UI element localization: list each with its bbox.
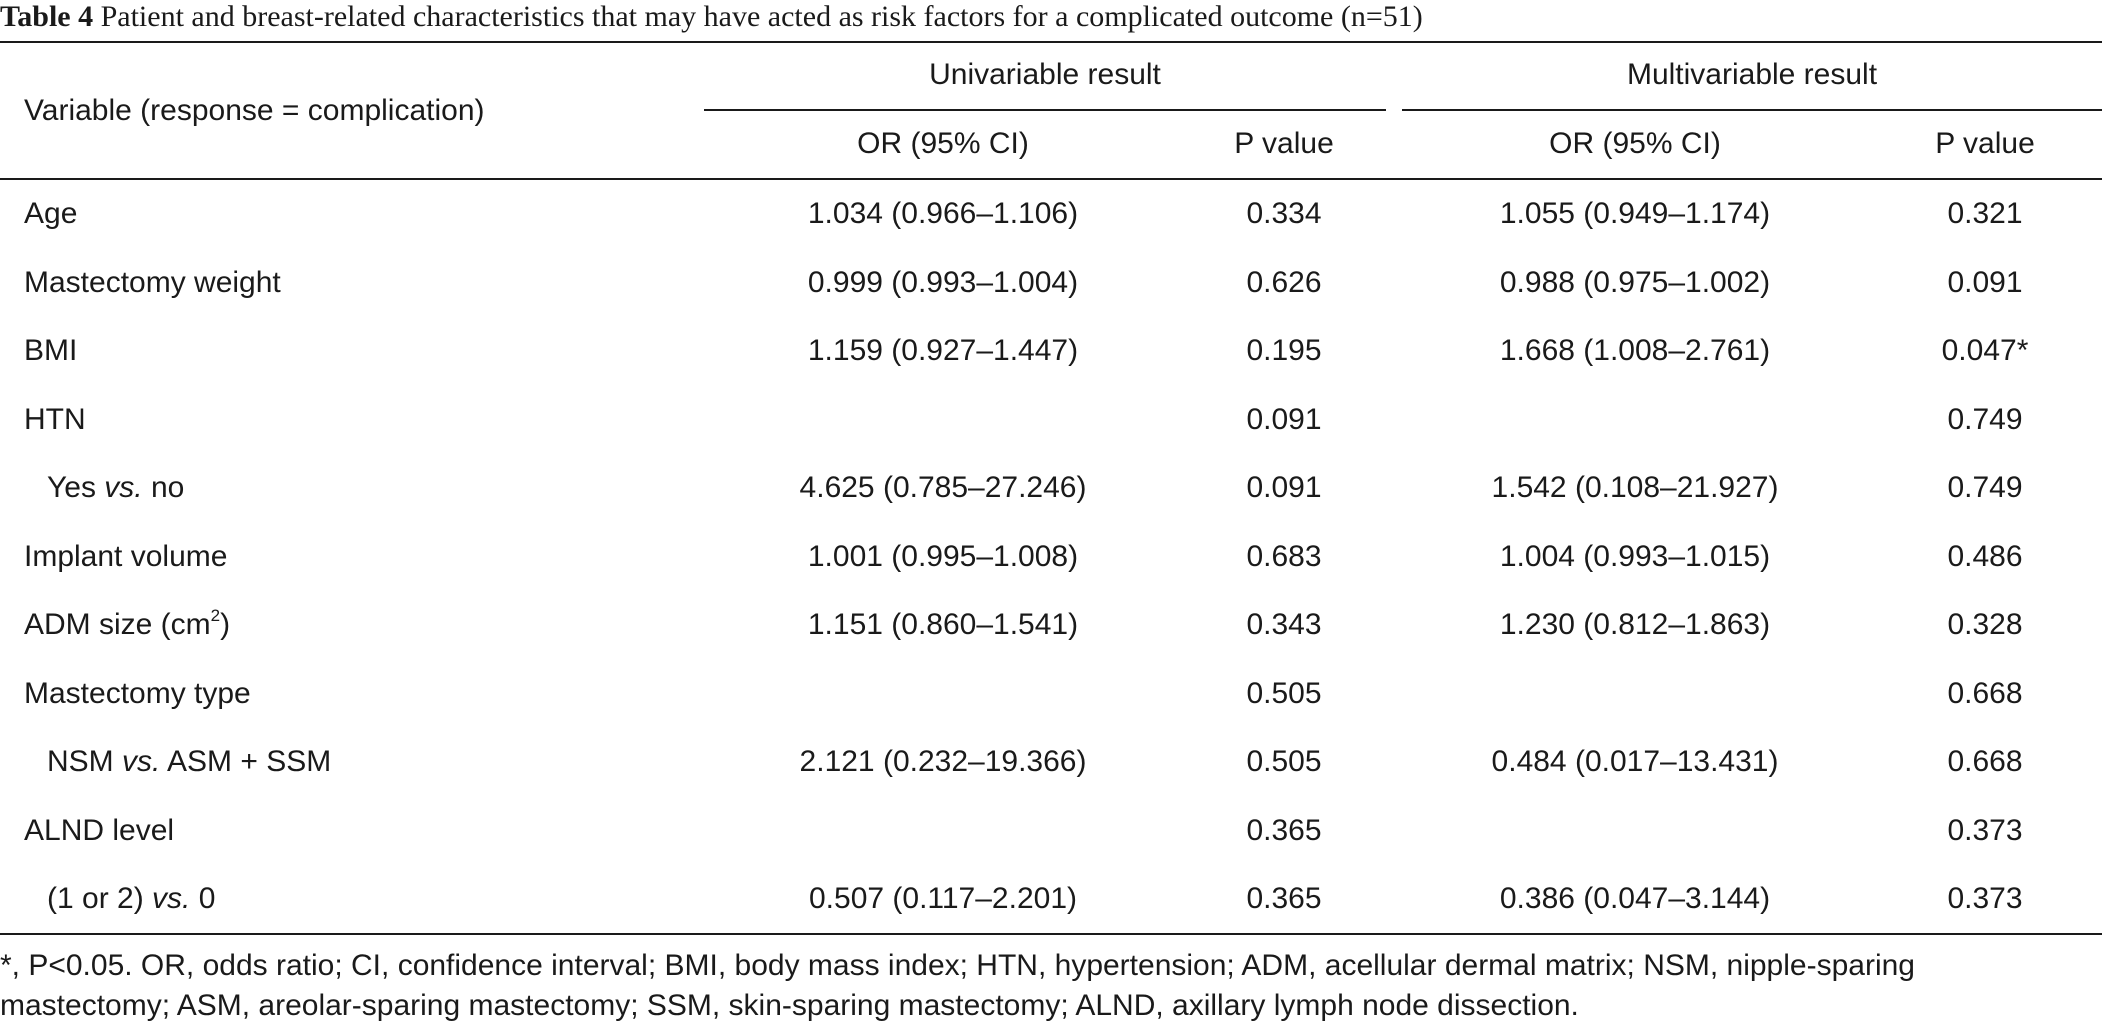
- row-label-text: Mastectomy weight: [24, 266, 281, 299]
- multi-p-cell: 0.668: [1947, 745, 2023, 778]
- row-label: (1 or 2) vs. 0: [24, 881, 215, 917]
- multi-or-cell: 1.542 (0.108–21.927): [1491, 471, 1779, 504]
- row-label-superscript: 2: [210, 606, 221, 625]
- table-caption-text: Patient and breast-related characteristi…: [100, 0, 1423, 33]
- row-label: HTN: [24, 402, 86, 438]
- row-label-text: Yes: [47, 471, 105, 504]
- multi-p-cell: 0.373: [1947, 814, 2023, 847]
- uni-p-cell: 0.626: [1246, 266, 1322, 299]
- uni-p-cell: 0.365: [1246, 814, 1322, 847]
- row-label-text: (1 or 2): [47, 882, 153, 915]
- multi-p-cell: 0.091: [1947, 266, 2023, 299]
- multi-p-cell: 0.749: [1947, 403, 2023, 436]
- multi-p-cell: 0.668: [1947, 677, 2023, 710]
- row-label-text: HTN: [24, 403, 86, 436]
- multi-or-cell: 0.386 (0.047–3.144): [1499, 882, 1771, 915]
- uni-p-cell: 0.091: [1246, 471, 1322, 504]
- univariable-underline: [704, 109, 1386, 111]
- uni-or-cell: 0.507 (0.117–2.201): [809, 882, 1077, 915]
- multi-or-cell: 1.055 (0.949–1.174): [1499, 197, 1771, 230]
- uni-or-cell: 1.001 (0.995–1.008): [807, 540, 1079, 573]
- row-label: Mastectomy type: [24, 676, 251, 712]
- header-uni-or: OR (95% CI): [857, 127, 1029, 160]
- header-bottom-rule: [0, 178, 2102, 180]
- uni-p-cell: 0.683: [1246, 540, 1322, 573]
- uni-p-cell: 0.365: [1246, 882, 1322, 915]
- uni-p-cell: 0.505: [1246, 745, 1322, 778]
- multi-or-cell: 1.230 (0.812–1.863): [1499, 608, 1771, 641]
- row-label-text: ADM size (cm: [24, 608, 211, 641]
- multi-p-cell: 0.749: [1947, 471, 2023, 504]
- table-top-rule: [0, 41, 2102, 43]
- multi-p-cell: 0.321: [1947, 197, 2023, 230]
- row-label-versus: vs.: [122, 745, 161, 778]
- row-label: ADM size (cm2): [24, 607, 230, 643]
- header-multivariable: Multivariable result: [1626, 58, 1878, 91]
- row-label-text: BMI: [24, 334, 78, 367]
- multi-p-cell: 0.047*: [1941, 334, 2029, 367]
- uni-p-cell: 0.195: [1246, 334, 1322, 367]
- table-footnote: *, P<0.05. OR, odds ratio; CI, confidenc…: [0, 949, 1915, 1022]
- uni-or-cell: 2.121 (0.232–19.366): [799, 745, 1087, 778]
- row-label-text: ALND level: [24, 814, 175, 847]
- row-label-versus: vs.: [152, 882, 191, 915]
- uni-or-cell: 1.034 (0.966–1.106): [807, 197, 1079, 230]
- uni-p-cell: 0.505: [1246, 677, 1322, 710]
- row-label: Yes vs. no: [24, 470, 184, 506]
- table-caption: Table 4 Patient and breast-related chara…: [0, 0, 1423, 38]
- multi-or-cell: 1.004 (0.993–1.015): [1499, 540, 1771, 573]
- table-bottom-rule: [0, 933, 2102, 935]
- multi-p-cell: 0.373: [1947, 882, 2023, 915]
- header-uni-p: P value: [1234, 127, 1334, 160]
- uni-or-cell: 1.151 (0.860–1.541): [807, 608, 1079, 641]
- row-label-text: NSM: [47, 745, 122, 778]
- header-multi-or: OR (95% CI): [1549, 127, 1721, 160]
- row-label: BMI: [24, 333, 77, 369]
- uni-p-cell: 0.334: [1246, 197, 1322, 230]
- multi-p-cell: 0.328: [1947, 608, 2023, 641]
- row-label-comparison: no: [142, 471, 185, 504]
- row-label-text: Mastectomy type: [24, 677, 251, 710]
- uni-p-cell: 0.091: [1246, 403, 1322, 436]
- multi-or-cell: 0.484 (0.017–13.431): [1491, 745, 1779, 778]
- row-label: NSM vs. ASM + SSM: [24, 744, 331, 780]
- multi-p-cell: 0.486: [1947, 540, 2023, 573]
- row-label-text: Implant volume: [24, 540, 228, 573]
- uni-or-cell: 4.625 (0.785–27.246): [799, 471, 1087, 504]
- uni-or-cell: 1.159 (0.927–1.447): [807, 334, 1079, 367]
- row-label: Mastectomy weight: [24, 265, 281, 301]
- multi-or-cell: 0.988 (0.975–1.002): [1499, 266, 1771, 299]
- uni-p-cell: 0.343: [1246, 608, 1322, 641]
- row-label: Age: [24, 196, 77, 232]
- table-caption-label: Table 4: [0, 0, 94, 33]
- multivariable-underline: [1402, 109, 2102, 111]
- row-label-comparison: 0: [190, 882, 216, 915]
- row-label-comparison: ASM + SSM: [160, 745, 332, 778]
- header-univariable: Univariable result: [929, 58, 1161, 91]
- row-label-versus: vs.: [104, 471, 143, 504]
- multi-or-cell: 1.668 (1.008–2.761): [1499, 334, 1771, 367]
- row-label: ALND level: [24, 813, 174, 849]
- header-multi-p: P value: [1935, 127, 2035, 160]
- row-label-text: Age: [24, 197, 78, 230]
- row-label-suffix: ): [220, 608, 231, 641]
- row-label: Implant volume: [24, 539, 227, 575]
- uni-or-cell: 0.999 (0.993–1.004): [807, 266, 1079, 299]
- header-variable: Variable (response = complication): [24, 94, 485, 127]
